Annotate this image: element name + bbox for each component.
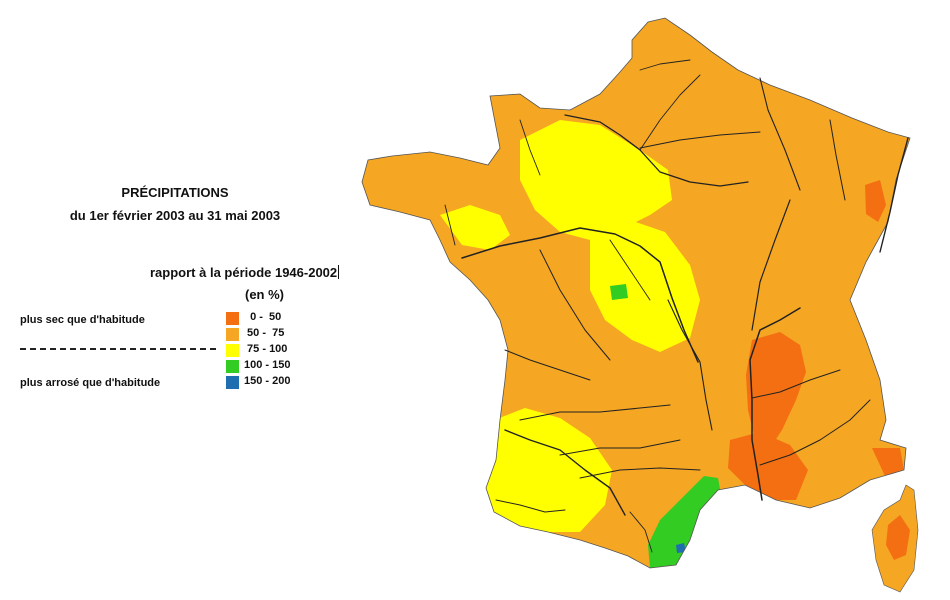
river-orne <box>519 119 541 176</box>
reference-period-text: rapport à la période 1946-2002 <box>150 265 338 280</box>
river-meuse <box>759 77 801 191</box>
legend-swatch-50-75 <box>226 328 239 341</box>
map-period: du 1er février 2003 au 31 mai 2003 <box>69 208 281 223</box>
river-charente <box>504 349 591 381</box>
legend-swatch-150-200 <box>226 376 239 389</box>
river-network <box>444 59 909 553</box>
river-seine <box>564 114 749 187</box>
river-allier <box>667 299 713 431</box>
legend-swatch-75-100 <box>226 344 239 357</box>
unit-label: (en %) <box>245 287 284 302</box>
zone-dry-riviera <box>872 448 904 476</box>
legend-divider <box>20 348 216 350</box>
legend-range-0-50: 0 - 50 <box>244 311 282 323</box>
zone-very-wet <box>676 543 686 553</box>
river-lot <box>559 439 681 456</box>
legend-range-150-200: 150 - 200 <box>244 375 291 387</box>
river-garonne <box>504 429 626 516</box>
map-title: PRÉCIPITATIONS <box>121 185 229 200</box>
text-cursor <box>338 265 340 279</box>
river-rhine <box>879 137 909 253</box>
zone-dry-rhone <box>728 432 808 500</box>
legend-swatch-0-50 <box>226 312 239 325</box>
river-aude <box>629 511 653 553</box>
zone-wet-languedoc <box>648 476 722 568</box>
corsica-zone-dry-0-50 <box>886 515 910 560</box>
legend-drier-label: plus sec que d'habitude <box>20 314 145 326</box>
river-tarn <box>579 467 701 479</box>
river-loire <box>461 227 699 363</box>
legend-range-75-100: 75 - 100 <box>244 343 288 355</box>
river-vienne <box>539 249 611 361</box>
reference-period-label: rapport à la période 1946-2002 <box>150 265 340 280</box>
legend-range-100-150: 100 - 150 <box>244 359 291 371</box>
river-moselle <box>829 119 846 201</box>
corsica <box>871 484 919 593</box>
river-adour <box>495 499 566 513</box>
legend-swatch-100-150 <box>226 360 239 373</box>
river-oise <box>639 74 701 151</box>
river-durance <box>759 399 871 466</box>
zone-normal-north <box>520 120 672 240</box>
river-saone <box>751 199 791 331</box>
zone-normal-southwest <box>486 408 612 532</box>
river-somme <box>639 59 691 71</box>
zone-normal-center <box>590 220 700 352</box>
river-marne <box>639 131 761 149</box>
zone-normal-brittany <box>440 205 510 250</box>
river-isere <box>751 369 841 399</box>
legend-range-50-75: 50 - 75 <box>244 327 285 339</box>
zone-dry-east <box>865 180 886 222</box>
zone-dry-alps <box>746 332 806 448</box>
river-vilaine <box>444 204 456 246</box>
river-rhone <box>749 307 801 501</box>
river-dordogne <box>519 404 671 421</box>
legend-wetter-label: plus arrosé que d'habitude <box>20 377 161 389</box>
mainland-france <box>361 17 911 569</box>
river-cher <box>609 239 651 301</box>
zone-wet-center <box>610 284 628 300</box>
